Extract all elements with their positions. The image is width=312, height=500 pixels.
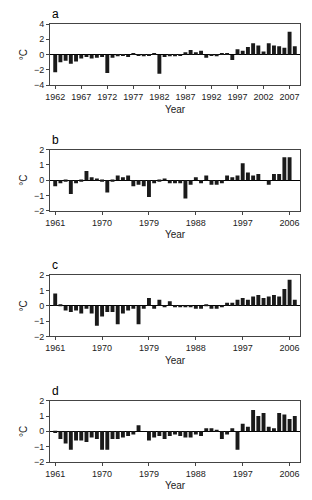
svg-text:2: 2 <box>39 34 44 44</box>
svg-text:1988: 1988 <box>186 469 206 479</box>
svg-text:Year: Year <box>165 229 186 240</box>
svg-text:1970: 1970 <box>92 218 112 228</box>
svg-text:1962: 1962 <box>45 92 65 102</box>
svg-text:−1: −1 <box>34 316 44 326</box>
svg-text:1997: 1997 <box>227 92 247 102</box>
svg-text:−2: −2 <box>34 206 44 216</box>
svg-text:1988: 1988 <box>186 218 206 228</box>
svg-text:1977: 1977 <box>123 92 143 102</box>
svg-text:1979: 1979 <box>139 469 159 479</box>
svg-text:−2: −2 <box>34 457 44 467</box>
svg-text:1982: 1982 <box>149 92 169 102</box>
svg-text:0: 0 <box>39 50 44 60</box>
svg-text:0: 0 <box>39 426 44 436</box>
svg-text:1970: 1970 <box>92 343 112 353</box>
svg-text:1: 1 <box>39 160 44 170</box>
svg-text:1988: 1988 <box>186 343 206 353</box>
svg-text:1992: 1992 <box>201 92 221 102</box>
svg-text:1967: 1967 <box>71 92 91 102</box>
svg-text:°C: °C <box>18 426 29 437</box>
svg-text:0: 0 <box>39 175 44 185</box>
svg-text:1961: 1961 <box>45 218 65 228</box>
svg-text:1979: 1979 <box>139 343 159 353</box>
svg-text:2006: 2006 <box>280 218 300 228</box>
svg-text:1997: 1997 <box>233 343 253 353</box>
svg-text:−2: −2 <box>34 65 44 75</box>
svg-text:1997: 1997 <box>233 218 253 228</box>
svg-text:1961: 1961 <box>45 469 65 479</box>
svg-text:−1: −1 <box>34 191 44 201</box>
svg-text:1979: 1979 <box>139 218 159 228</box>
svg-text:1987: 1987 <box>175 92 195 102</box>
svg-text:2: 2 <box>39 270 44 280</box>
svg-text:a: a <box>52 7 59 21</box>
svg-text:1961: 1961 <box>45 343 65 353</box>
svg-text:2002: 2002 <box>254 92 274 102</box>
svg-text:1997: 1997 <box>233 469 253 479</box>
svg-text:−2: −2 <box>34 332 44 342</box>
svg-text:°C: °C <box>18 175 29 186</box>
svg-text:Year: Year <box>165 355 186 366</box>
svg-text:1: 1 <box>39 411 44 421</box>
svg-text:−4: −4 <box>34 80 44 90</box>
svg-text:1: 1 <box>39 286 44 296</box>
svg-text:°C: °C <box>18 49 29 60</box>
svg-text:2: 2 <box>39 396 44 406</box>
svg-text:c: c <box>52 258 58 272</box>
svg-text:0: 0 <box>39 301 44 311</box>
svg-text:b: b <box>52 133 59 147</box>
svg-text:2007: 2007 <box>280 92 300 102</box>
svg-text:d: d <box>52 384 59 398</box>
svg-text:4: 4 <box>39 19 44 29</box>
svg-text:2006: 2006 <box>280 343 300 353</box>
svg-text:−1: −1 <box>34 442 44 452</box>
svg-text:2: 2 <box>39 145 44 155</box>
svg-text:2006: 2006 <box>280 469 300 479</box>
svg-text:Year: Year <box>165 480 186 491</box>
svg-text:°C: °C <box>18 300 29 311</box>
svg-text:1970: 1970 <box>92 469 112 479</box>
svg-text:Year: Year <box>165 104 186 115</box>
svg-text:1972: 1972 <box>97 92 117 102</box>
